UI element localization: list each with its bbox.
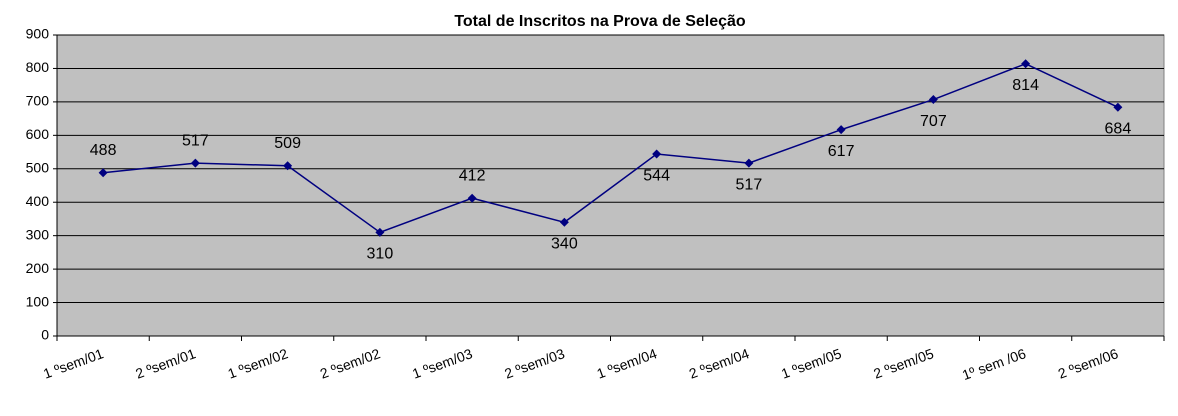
- plot-area: [56, 34, 1165, 337]
- x-tick-label: 1º sem /06: [960, 345, 1028, 383]
- x-tick-label: 2 ºsem/04: [687, 345, 752, 382]
- x-tick-label: 1 ºsem/03: [410, 345, 475, 382]
- x-tick-label: 1 ºsem/02: [226, 345, 291, 382]
- y-tick-label: 300: [26, 226, 50, 242]
- marker: [559, 217, 569, 227]
- marker: [652, 149, 662, 159]
- x-tick-label: 1 ºsem/01: [41, 345, 106, 382]
- marker: [190, 158, 200, 168]
- x-tick-label: 2 ºsem/01: [133, 345, 198, 382]
- data-label: 707: [920, 113, 947, 130]
- x-tick-label: 2 ºsem/05: [871, 345, 936, 382]
- data-label: 684: [1105, 120, 1132, 137]
- line: [103, 62, 1119, 234]
- data-label: 517: [736, 176, 763, 193]
- data-label: 340: [551, 236, 578, 253]
- y-tick-label: 0: [41, 327, 49, 343]
- data-label: 412: [459, 167, 486, 184]
- marker: [836, 125, 846, 135]
- y-tick-label: 200: [26, 260, 50, 276]
- y-tick-label: 100: [26, 293, 50, 309]
- data-label: 509: [274, 135, 301, 152]
- marker: [928, 95, 938, 105]
- marker: [467, 193, 477, 203]
- marker: [375, 227, 385, 237]
- y-tick-label: 500: [26, 159, 50, 175]
- marker: [283, 161, 293, 171]
- x-tick-label: 2 ºsem/06: [1056, 345, 1121, 382]
- y-tick-label: 600: [26, 126, 50, 142]
- data-label: 310: [367, 246, 394, 263]
- data-label: 488: [90, 142, 117, 159]
- y-tick-label: 800: [26, 59, 50, 75]
- y-tick-label: 700: [26, 93, 50, 109]
- marker: [98, 168, 108, 178]
- data-label: 517: [182, 132, 209, 149]
- x-tick-label: 1 ºsem/04: [595, 345, 660, 382]
- marker: [1113, 102, 1123, 112]
- data-label: 544: [643, 167, 670, 184]
- data-label: 617: [828, 143, 855, 160]
- data-label: 814: [1012, 77, 1039, 94]
- chart-title: Total de Inscritos na Prova de Seleção: [454, 13, 746, 30]
- y-tick-label: 900: [26, 26, 50, 42]
- x-tick-label: 2 ºsem/03: [502, 345, 567, 382]
- marker: [744, 158, 754, 168]
- y-tick-label: 400: [26, 193, 50, 209]
- marker: [1021, 59, 1031, 69]
- x-tick-label: 1 ºsem/05: [779, 345, 844, 382]
- x-tick-label: 2 ºsem/02: [318, 345, 383, 382]
